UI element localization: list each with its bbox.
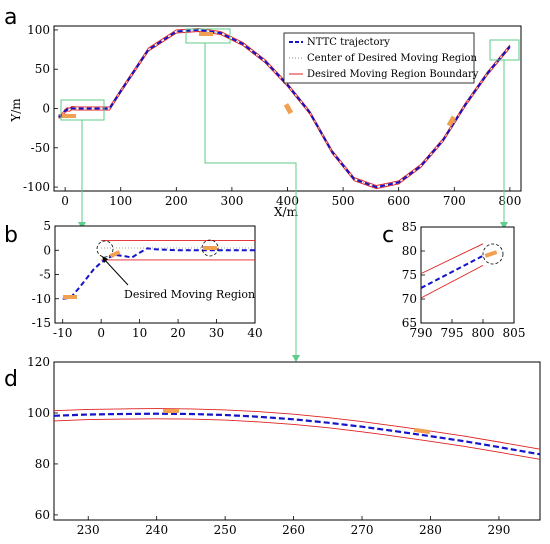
d-ytick-label: 100	[27, 406, 50, 420]
panel-b-plot: -10 0 10 20 30 40-15-10-505 Desired Moving Re…	[32, 219, 263, 340]
b-marker-end	[203, 246, 217, 250]
c-boundary-lower	[420, 265, 484, 299]
d-ytick-label: 120	[27, 355, 50, 369]
annotation-arrow	[102, 257, 129, 286]
d-marker-left	[163, 409, 179, 413]
panel-a-plot: 0 100 200 300 400 500 600 700 800 -100 -50 0 50 100 N…	[9, 23, 522, 219]
d-xtick-label: 260	[282, 523, 305, 537]
zoom-connectors	[78, 43, 508, 362]
d-xtick-label: 270	[351, 523, 374, 537]
legend-entry-center: Center of Desired Moving Region	[307, 53, 478, 64]
d-marker-right	[413, 427, 431, 435]
marker-start	[62, 114, 76, 118]
b-marker-mid	[109, 250, 121, 258]
a-xtick-label: 600	[387, 194, 410, 208]
c-boundary-upper	[420, 243, 484, 275]
annotation-arrowhead	[102, 256, 108, 263]
y-axis-label-a: Y/m	[9, 98, 23, 123]
legend-entry-boundary: Desired Moving Region Boundary	[307, 69, 479, 80]
a-xtick-label: 200	[165, 194, 188, 208]
b-xtick-label: 20	[170, 326, 185, 340]
c-xtick-label: 805	[503, 326, 526, 340]
a-xtick-label: 300	[220, 194, 243, 208]
d-xtick-label: 250	[214, 523, 237, 537]
a-xtick-label: 500	[332, 194, 355, 208]
legend-entry-nttc: NTTC trajectory	[307, 37, 390, 48]
b-region-circle-right	[201, 239, 219, 257]
d-ytick-label: 60	[35, 508, 50, 522]
c-ytick-label: 80	[402, 244, 417, 258]
b-xtick-label: 40	[247, 326, 262, 340]
panel-c-frame	[420, 226, 515, 324]
connector-d-arrow	[292, 355, 300, 362]
a-ytick-label: -100	[23, 180, 50, 194]
b-xtick-label: 0	[97, 326, 105, 340]
c-xtick-label: 795	[441, 326, 464, 340]
b-marker-start	[63, 295, 77, 299]
a-xtick-label: 100	[109, 194, 132, 208]
a-boundary-lower	[58, 31, 511, 190]
b-ytick-label: -5	[39, 268, 51, 282]
annotation-desired-region: Desired Moving Region	[124, 288, 255, 301]
d-boundary-lower	[53, 418, 541, 460]
d-ytick-label: 80	[35, 457, 50, 471]
c-nttc-trajectory	[420, 254, 484, 289]
b-ytick-label: 0	[43, 243, 51, 257]
b-region-circle-left	[96, 240, 114, 258]
b-xtick-label: 30	[209, 326, 224, 340]
panel-label-d: d	[4, 367, 18, 392]
marker-peak	[199, 32, 213, 36]
d-xtick-label: 230	[77, 523, 100, 537]
panel-label-b: b	[4, 223, 18, 248]
b-ytick-label: -15	[32, 316, 51, 330]
legend: NTTC trajectory Center of Desired Moving…	[283, 32, 479, 84]
a-xtick-label: 800	[498, 194, 521, 208]
legend-frame	[283, 32, 475, 84]
d-nttc-trajectory	[53, 412, 541, 456]
a-ytick-label: -50	[31, 141, 50, 155]
b-ytick-label: 5	[43, 219, 51, 233]
panel-label-c: c	[382, 223, 394, 248]
c-region-circle	[482, 243, 504, 265]
c-ytick-label: 75	[402, 268, 417, 282]
d-xtick-label: 290	[487, 523, 510, 537]
x-axis-label-a: X/m	[274, 205, 299, 219]
b-ytick-label: -10	[32, 292, 51, 306]
a-ytick-label: 100	[27, 23, 50, 37]
a-xtick-label: 0	[61, 194, 69, 208]
c-xtick-label: 800	[472, 326, 495, 340]
c-xtick-label: 790	[410, 326, 433, 340]
a-ytick-label: 0	[42, 102, 50, 116]
marker-mid-right	[446, 115, 457, 127]
d-boundary-upper	[53, 408, 541, 450]
b-xtick-label: 10	[132, 326, 147, 340]
a-xtick-label: 400	[276, 194, 299, 208]
c-ytick-label: 65	[402, 316, 417, 330]
connector-c-arrow	[500, 222, 508, 229]
c-ytick-label: 70	[402, 292, 417, 306]
panel-b-frame	[54, 225, 256, 324]
d-xtick-label: 240	[145, 523, 168, 537]
c-ytick-label: 85	[402, 220, 417, 234]
panel-c-plot: 790 795 800 805 65 70 75 80 85	[402, 220, 526, 340]
zoom-box-d	[185, 28, 231, 44]
a-xtick-label: 700	[443, 194, 466, 208]
a-nttc-trajectory	[58, 28, 511, 189]
c-marker	[484, 250, 498, 258]
d-xtick-label: 280	[419, 523, 442, 537]
a-boundary-upper	[58, 27, 511, 186]
marker-mid-left	[283, 103, 294, 115]
connector-d	[204, 43, 297, 358]
a-ytick-label: 50	[35, 62, 50, 76]
panel-d-plot: 230 240 250 260 270 280 290 60 80 100 120	[27, 355, 541, 537]
panel-label-a: a	[4, 5, 17, 30]
b-xtick-label: -10	[53, 326, 72, 340]
b-nttc-trajectory	[62, 247, 255, 300]
